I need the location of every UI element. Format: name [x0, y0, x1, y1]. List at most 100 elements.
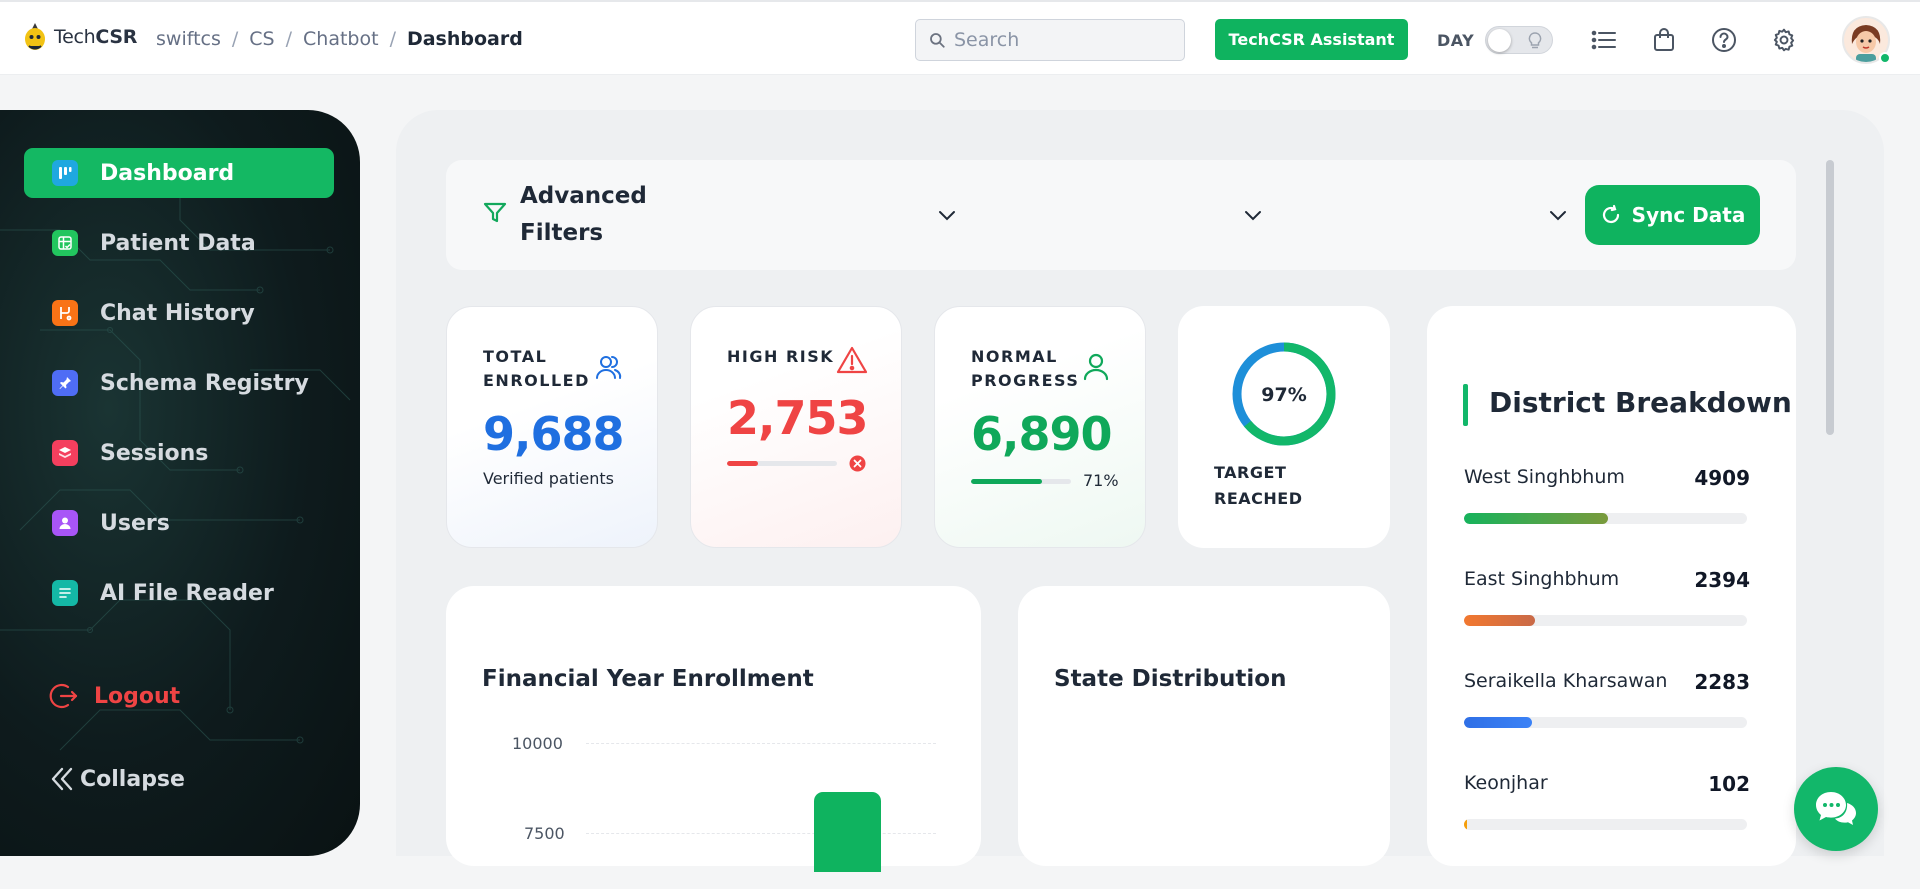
- gridline: [586, 833, 936, 834]
- district-bar-track: [1464, 513, 1747, 524]
- branch-icon: [52, 300, 78, 326]
- logout-button[interactable]: Logout: [48, 680, 180, 712]
- high-risk-progress-fill: [727, 461, 758, 466]
- district-name: East Singhbhum: [1464, 568, 1620, 590]
- sidebar-item-sessions[interactable]: Sessions: [24, 428, 334, 478]
- search-icon: [930, 33, 945, 48]
- sidebar-item-label: Schema Registry: [100, 370, 309, 396]
- search-input[interactable]: [954, 29, 1174, 51]
- normal-progress-fill: [971, 479, 1042, 484]
- total-enrolled-label: TOTAL ENROLLED: [483, 347, 590, 390]
- district-value: 102: [1708, 772, 1750, 796]
- shopping-bag-icon[interactable]: [1650, 26, 1678, 54]
- total-enrolled-card: TOTAL ENROLLED 9,688 Verified patients: [446, 306, 658, 548]
- user-icon: [52, 510, 78, 536]
- logout-icon: [49, 683, 78, 709]
- district-value: 2394: [1694, 568, 1750, 592]
- logout-label: Logout: [94, 683, 181, 709]
- user-icon: [1083, 353, 1109, 381]
- day-night-toggle[interactable]: [1485, 26, 1553, 54]
- filter-dropdown-2[interactable]: [980, 193, 1272, 239]
- help-icon[interactable]: [1710, 26, 1738, 54]
- breadcrumb-item-cs[interactable]: CS: [249, 28, 275, 50]
- district-bar-fill: [1464, 513, 1609, 524]
- breadcrumb-separator: /: [285, 28, 293, 50]
- normal-progress-card: NORMAL PROGRESS 6,890 71%: [934, 306, 1146, 548]
- day-mode-label: DAY: [1437, 31, 1475, 50]
- warning-icon: [836, 346, 868, 374]
- district-breakdown-card: District Breakdown West Singhbhum 4909 E…: [1427, 306, 1796, 866]
- grid-check-icon: [52, 230, 78, 256]
- circuit-pattern: [0, 170, 351, 751]
- filter-dropdown-1[interactable]: [730, 193, 966, 239]
- sidebar-item-ai-file-reader[interactable]: AI File Reader: [24, 568, 334, 618]
- sidebar-item-schema-registry[interactable]: Schema Registry: [24, 358, 334, 408]
- high-risk-card: HIGH RISK 2,753: [690, 306, 902, 548]
- sidebar-item-users[interactable]: Users: [24, 498, 334, 548]
- target-progress-ring: 97%: [1232, 342, 1336, 446]
- chevrons-left-icon: [51, 767, 73, 791]
- techcsr-assistant-button[interactable]: TechCSR Assistant: [1215, 19, 1408, 60]
- normal-progress-percent: 71%: [1083, 471, 1119, 490]
- district-title-accent: [1463, 384, 1468, 426]
- target-reached-label: TARGET REACHED: [1214, 463, 1303, 508]
- breadcrumb: swiftcs / CS / Chatbot / Dashboard: [156, 28, 523, 50]
- chart-bar: [814, 792, 881, 872]
- online-status-dot: [1879, 52, 1891, 64]
- logo-mark-icon: [25, 23, 45, 50]
- chevron-down-icon: [939, 211, 955, 221]
- logo-text: TechCSR: [54, 26, 138, 48]
- layers-icon: [52, 440, 78, 466]
- breadcrumb-separator: /: [231, 28, 239, 50]
- close-circle-icon: [849, 455, 866, 472]
- chat-fab-button[interactable]: [1794, 767, 1878, 851]
- district-breakdown-title: District Breakdown: [1489, 386, 1792, 419]
- district-name: West Singhbhum: [1464, 466, 1625, 488]
- dashboard-icon: [52, 160, 78, 186]
- district-value: 4909: [1694, 466, 1750, 490]
- district-bar-track: [1464, 615, 1747, 626]
- filter-dropdown-3[interactable]: [1320, 193, 1577, 239]
- toggle-knob: [1488, 29, 1511, 52]
- sidebar-item-patient-data[interactable]: Patient Data: [24, 218, 334, 268]
- breadcrumb-separator: /: [389, 28, 396, 50]
- sidebar-item-chat-history[interactable]: Chat History: [24, 288, 334, 338]
- top-bar: TechCSR swiftcs / CS / Chatbot / Dashboa…: [0, 0, 1920, 74]
- district-bar-track: [1464, 717, 1747, 728]
- logo[interactable]: TechCSR: [22, 22, 137, 52]
- sidebar-item-label: AI File Reader: [100, 580, 274, 606]
- normal-progress-label: NORMAL PROGRESS: [971, 347, 1080, 390]
- high-risk-label: HIGH RISK: [727, 347, 835, 366]
- breadcrumb-item-swiftcs[interactable]: swiftcs: [156, 28, 221, 50]
- list-icon[interactable]: [1590, 26, 1618, 54]
- breadcrumb-item-chatbot[interactable]: Chatbot: [303, 28, 379, 50]
- high-risk-progress-track: [727, 461, 837, 466]
- advanced-filters-bar: [446, 160, 1796, 270]
- state-distribution-title: State Distribution: [1054, 666, 1287, 692]
- sidebar-item-dashboard[interactable]: Dashboard: [24, 148, 334, 198]
- chat-bubbles-icon: [1816, 792, 1856, 825]
- high-risk-value: 2,753: [727, 391, 869, 445]
- sidebar-item-label: Chat History: [100, 300, 255, 326]
- chevron-down-icon: [1550, 211, 1566, 221]
- sidebar: Dashboard Patient Data Chat History Sche…: [0, 110, 360, 856]
- district-value: 2283: [1694, 670, 1750, 694]
- sidebar-item-label: Dashboard: [100, 160, 235, 186]
- district-bar-fill: [1464, 819, 1468, 830]
- gear-icon[interactable]: [1770, 26, 1798, 54]
- sidebar-item-label: Users: [100, 510, 170, 536]
- target-reached-card: 97% TARGET REACHED: [1178, 306, 1390, 548]
- collapse-button[interactable]: Collapse: [48, 765, 185, 793]
- lightbulb-icon: [1528, 32, 1542, 49]
- target-percent: 97%: [1261, 384, 1306, 406]
- total-enrolled-value: 9,688: [483, 407, 625, 461]
- normal-progress-track: [971, 479, 1071, 484]
- sync-data-button[interactable]: Sync Data: [1585, 185, 1760, 245]
- main-scrollbar[interactable]: [1826, 160, 1834, 435]
- district-name: Keonjhar: [1464, 772, 1548, 794]
- file-text-icon: [52, 580, 78, 606]
- district-bar-fill: [1464, 717, 1532, 728]
- users-icon: [596, 356, 622, 379]
- search-box: [915, 19, 1185, 61]
- breadcrumb-item-dashboard: Dashboard: [406, 28, 523, 50]
